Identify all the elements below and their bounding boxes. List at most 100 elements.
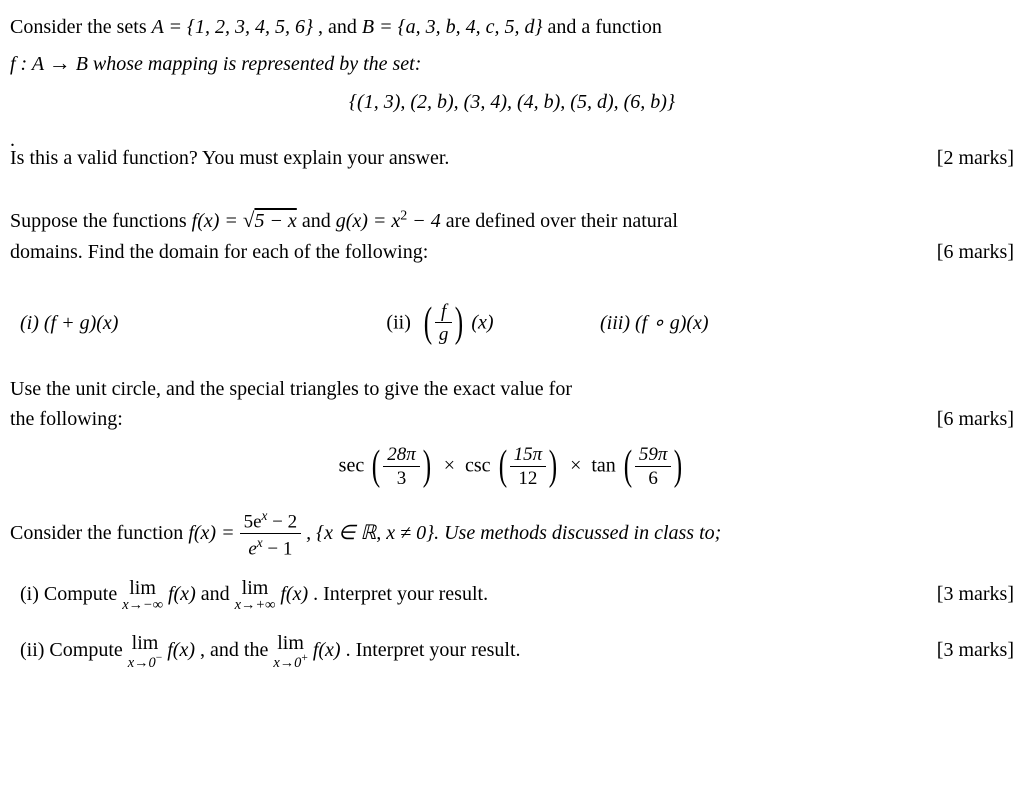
- q4-and: and: [201, 583, 235, 605]
- lim-zm-sup: −: [156, 652, 163, 664]
- q2-g-tail: − 4: [407, 210, 441, 232]
- q1-line1: Consider the sets A = {1, 2, 3, 4, 5, 6}…: [10, 12, 1014, 42]
- q3-f3: 59π 6: [635, 444, 672, 490]
- q4-num-5e: 5e: [244, 511, 262, 532]
- q3-f3-num: 59π: [635, 444, 672, 467]
- q4-den-e: e: [248, 538, 256, 559]
- q2-ii-den: g: [435, 323, 453, 346]
- q2-post: are defined over their natural: [446, 210, 678, 232]
- q4-intro: Consider the function f(x) = 5ex − 2 ex …: [10, 508, 1014, 560]
- paren-left-icon: (: [372, 450, 380, 484]
- q4-num-tail: − 2: [267, 511, 297, 532]
- q4-ii-marks: [3 marks]: [937, 635, 1014, 665]
- q2-ii-tail: (x): [471, 311, 493, 333]
- q3-f1: 28π 3: [383, 444, 420, 490]
- q4-fx-3: f(x): [167, 639, 195, 661]
- q3-marks: [6 marks]: [937, 404, 1014, 434]
- q1-pre: Consider the sets: [10, 16, 152, 38]
- q2-line2: domains. Find the domain for each of the…: [10, 237, 428, 267]
- q3-f2: 15π 12: [510, 444, 547, 490]
- lim-label: lim: [273, 633, 307, 653]
- lim-zp-sup: +: [301, 652, 308, 664]
- q2-i-label: (i) (f + g)(x): [20, 312, 118, 334]
- q4-den-tail: − 1: [263, 538, 293, 559]
- q3-line2: the following:: [10, 404, 123, 434]
- lim-zp-sub: x→0+: [273, 653, 307, 670]
- q2-sqrt-inner: 5 − x: [254, 210, 296, 232]
- paren-left-icon: (: [624, 450, 632, 484]
- q1-mapping-set: {(1, 3), (2, b), (3, 4), (4, b), (5, d),…: [349, 91, 675, 113]
- q3-f1-num: 28π: [383, 444, 420, 467]
- q3-head: Use the unit circle, and the special tri…: [10, 374, 1014, 404]
- paren-left-icon: (: [498, 450, 506, 484]
- q1-mapping: {(1, 3), (2, b), (3, 4), (4, b), (5, d),…: [10, 87, 1014, 117]
- q2-subparts: (i) (f + g)(x) (ii) ( f g ) (x) (iii) (f…: [20, 301, 1014, 347]
- q2-line1: Suppose the functions f(x) = √5 − x and …: [10, 205, 1014, 267]
- q1-fB-post: B whose mapping is represented by the se…: [76, 53, 422, 75]
- q4-num: 5ex − 2: [240, 508, 302, 534]
- q2-iii-label: (iii) (f ∘ g)(x): [600, 312, 709, 334]
- q3-tan: tan: [591, 455, 615, 477]
- lim-label: lim: [235, 578, 276, 598]
- q3-line1: Use the unit circle, and the special tri…: [10, 374, 1014, 404]
- q4-lim-posinf: lim x→+∞: [235, 578, 276, 612]
- q3-f1-den: 3: [383, 467, 420, 490]
- q1-marks: [2 marks]: [937, 143, 1014, 173]
- q4-ii-label: (ii) Compute: [20, 639, 128, 661]
- q1-question: Is this a valid function? You must expla…: [10, 143, 449, 173]
- q4-frac: 5ex − 2 ex − 1: [240, 508, 302, 560]
- q2-f: f(x) =: [192, 210, 243, 232]
- arrow-icon: →: [49, 50, 71, 75]
- q4-lim-zerominus: lim x→0−: [128, 633, 162, 670]
- q2-ii-frac: f g: [435, 301, 453, 347]
- q2-i: (i) (f + g)(x): [20, 308, 280, 338]
- paren-right-icon: ): [674, 450, 682, 484]
- q4-i: (i) Compute lim x→−∞ f(x) and lim x→+∞ f…: [10, 578, 1014, 612]
- q3-f3-den: 6: [635, 467, 672, 490]
- lim-label: lim: [128, 633, 162, 653]
- q4-fx-4: f(x): [313, 639, 341, 661]
- q1-sep: , and: [318, 16, 362, 38]
- q2-marks: [6 marks]: [937, 237, 1014, 267]
- q2-ii-num: f: [435, 301, 453, 324]
- q4-lim-zeroplus: lim x→0+: [273, 633, 307, 670]
- lim-neginf-sub: x→−∞: [122, 598, 163, 612]
- q1-question-row: Is this a valid function? You must expla…: [10, 143, 1014, 173]
- q4-domain: , {x ∈ ℝ, x ≠ 0}. Use methods discussed …: [306, 522, 721, 544]
- q4-ii: (ii) Compute lim x→0− f(x) , and the lim…: [10, 633, 1014, 670]
- sqrt-icon: √: [243, 208, 255, 232]
- q4-ii-mid: , and the: [200, 639, 273, 661]
- q3-sec: sec: [339, 455, 365, 477]
- q2-g: g(x) = x: [336, 210, 401, 232]
- q2-pre: Suppose the functions: [10, 210, 192, 232]
- q2-iii: (iii) (f ∘ g)(x): [600, 308, 709, 338]
- q1-line2: f : A → B whose mapping is represented b…: [10, 46, 1014, 79]
- paren-right-icon: ): [423, 450, 431, 484]
- q4-i-tail: . Interpret your result.: [313, 583, 488, 605]
- q2-mid: and: [302, 210, 336, 232]
- q1-B: B = {a, 3, b, 4, c, 5, d}: [362, 16, 543, 38]
- lim-zm-text: x→0: [128, 654, 156, 670]
- lim-label: lim: [122, 578, 163, 598]
- q4-i-label: (i) Compute: [20, 583, 122, 605]
- lim-zm-sub: x→0−: [128, 653, 162, 670]
- lim-zp-text: x→0: [273, 654, 301, 670]
- paren-right-icon: ): [455, 307, 463, 341]
- q3-head2: the following: [6 marks]: [10, 404, 1014, 434]
- q1-fA: f : A: [10, 53, 49, 75]
- q3-f2-den: 12: [510, 467, 547, 490]
- paren-left-icon: (: [424, 307, 432, 341]
- q4-den: ex − 1: [240, 534, 302, 560]
- paren-right-icon: ): [549, 450, 557, 484]
- q4-fx-1: f(x): [168, 583, 196, 605]
- q1-tail: and a function: [548, 16, 662, 38]
- q2-ii-label: (ii): [386, 311, 410, 333]
- q4-pre: Consider the function: [10, 522, 188, 544]
- lim-posinf-sub: x→+∞: [235, 598, 276, 612]
- times-icon: ×: [570, 455, 581, 477]
- q4-i-marks: [3 marks]: [937, 579, 1014, 609]
- q3-expression: sec ( 28π 3 ) × csc ( 15π 12 ) × tan ( 5…: [10, 444, 1014, 490]
- q2-ii: (ii) ( f g ) (x): [280, 301, 600, 347]
- q4-ii-tail: . Interpret your result.: [346, 639, 521, 661]
- q4-f-eq: f(x) =: [188, 522, 239, 544]
